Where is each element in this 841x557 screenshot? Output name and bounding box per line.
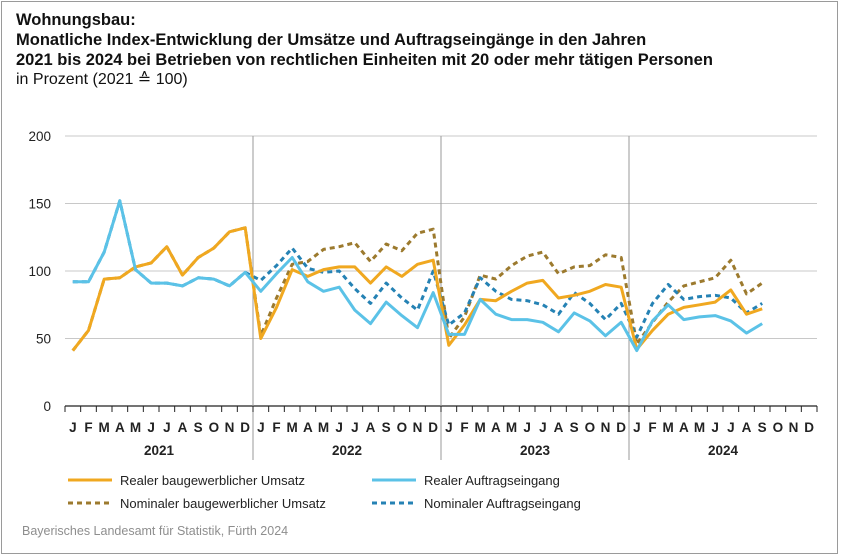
month-label: F	[460, 420, 468, 435]
year-label: 2024	[708, 443, 739, 458]
legend-label: Realer baugewerblicher Umsatz	[120, 473, 305, 488]
legend-label: Nominaler baugewerblicher Umsatz	[120, 496, 326, 511]
month-label: M	[506, 420, 517, 435]
month-label: D	[428, 420, 438, 435]
month-label: M	[287, 420, 298, 435]
month-label: O	[773, 420, 784, 435]
y-tick-label: 150	[28, 197, 51, 212]
month-label: J	[523, 420, 531, 435]
y-tick-label: 200	[28, 129, 51, 144]
month-label: D	[240, 420, 250, 435]
month-label: J	[163, 420, 171, 435]
month-label: N	[413, 420, 423, 435]
month-label: J	[445, 420, 453, 435]
month-label: F	[272, 420, 280, 435]
month-label: J	[633, 420, 641, 435]
month-label: M	[130, 420, 141, 435]
month-label: J	[351, 420, 359, 435]
month-label: A	[491, 420, 501, 435]
month-label: N	[601, 420, 611, 435]
month-label: M	[99, 420, 110, 435]
month-label: A	[366, 420, 376, 435]
legend-swatch-nominal-auftrag	[372, 501, 416, 505]
month-label: O	[397, 420, 408, 435]
legend-label: Nominaler Auftragseingang	[424, 496, 581, 511]
month-label: A	[554, 420, 564, 435]
month-label: J	[727, 420, 735, 435]
legend-swatch-nominal-umsatz	[68, 501, 112, 505]
month-label: N	[225, 420, 235, 435]
month-label: F	[84, 420, 92, 435]
month-label: D	[616, 420, 626, 435]
y-tick-label: 100	[28, 264, 51, 279]
month-label: S	[194, 420, 203, 435]
month-label: A	[115, 420, 125, 435]
chart-title: Wohnungsbau: Monatliche Index-Entwicklun…	[16, 10, 831, 90]
series-real-auftrag-line	[72, 199, 763, 353]
month-label: D	[804, 420, 814, 435]
title-line-1: Wohnungsbau:	[16, 11, 136, 29]
month-label: A	[178, 420, 188, 435]
title-line-3: 2021 bis 2024 bei Betrieben von rechtlic…	[16, 51, 713, 69]
series-real-umsatz-line	[71, 226, 763, 352]
month-label: A	[742, 420, 752, 435]
y-tick-label: 50	[36, 332, 51, 347]
legend-swatch-real-umsatz	[68, 478, 112, 482]
month-label: J	[147, 420, 155, 435]
year-label: 2021	[144, 443, 175, 458]
legend-label: Realer Auftragseingang	[424, 473, 560, 488]
source-note: Bayerisches Landesamt für Statistik, Für…	[22, 524, 289, 538]
month-label: O	[585, 420, 596, 435]
month-label: A	[679, 420, 689, 435]
title-line-2: Monatliche Index-Entwicklung der Umsätze…	[16, 31, 647, 49]
chart-subtitle: in Prozent (2021 ≙ 100)	[16, 71, 188, 88]
month-label: M	[663, 420, 674, 435]
month-label: J	[335, 420, 343, 435]
month-label: S	[758, 420, 767, 435]
legend-swatch-real-auftrag	[372, 478, 416, 482]
month-label: S	[570, 420, 579, 435]
month-label: O	[209, 420, 220, 435]
month-label: N	[789, 420, 799, 435]
month-label: J	[69, 420, 77, 435]
year-label: 2022	[332, 443, 362, 458]
month-label: S	[382, 420, 391, 435]
month-label: J	[257, 420, 265, 435]
month-label: A	[303, 420, 313, 435]
month-label: M	[694, 420, 705, 435]
month-label: M	[318, 420, 329, 435]
series-nominal-umsatz-line	[71, 226, 764, 352]
month-label: F	[648, 420, 656, 435]
month-label: J	[539, 420, 547, 435]
month-label: M	[475, 420, 486, 435]
year-label: 2023	[520, 443, 551, 458]
series-nominal-auftrag-line	[72, 199, 763, 339]
y-tick-label: 0	[43, 399, 51, 414]
month-label: J	[711, 420, 719, 435]
